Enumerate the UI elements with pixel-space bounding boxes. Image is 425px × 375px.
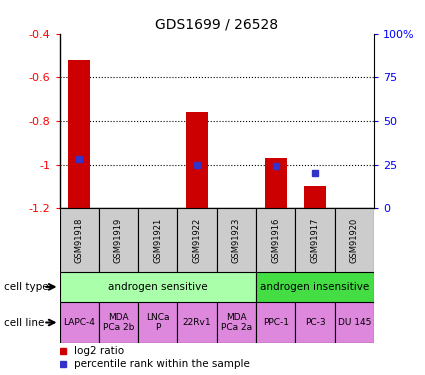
FancyBboxPatch shape: [335, 302, 374, 343]
Text: GSM91918: GSM91918: [75, 217, 84, 262]
Bar: [304, 186, 326, 208]
FancyBboxPatch shape: [217, 302, 256, 343]
Text: percentile rank within the sample: percentile rank within the sample: [74, 359, 249, 369]
Text: MDA
PCa 2b: MDA PCa 2b: [103, 313, 134, 332]
Text: DU 145: DU 145: [337, 318, 371, 327]
Text: androgen insensitive: androgen insensitive: [261, 282, 370, 292]
FancyBboxPatch shape: [99, 302, 138, 343]
Text: LNCa
P: LNCa P: [146, 313, 170, 332]
FancyBboxPatch shape: [256, 208, 295, 272]
Text: PC-3: PC-3: [305, 318, 326, 327]
Title: GDS1699 / 26528: GDS1699 / 26528: [155, 17, 278, 31]
FancyBboxPatch shape: [60, 208, 99, 272]
FancyBboxPatch shape: [335, 208, 374, 272]
Text: GSM91923: GSM91923: [232, 217, 241, 262]
FancyBboxPatch shape: [256, 272, 374, 302]
Text: 22Rv1: 22Rv1: [183, 318, 211, 327]
Bar: [68, 60, 90, 208]
Text: cell type: cell type: [4, 282, 49, 292]
FancyBboxPatch shape: [295, 302, 335, 343]
FancyBboxPatch shape: [138, 302, 178, 343]
Text: GSM91919: GSM91919: [114, 217, 123, 262]
FancyBboxPatch shape: [60, 302, 99, 343]
Text: log2 ratio: log2 ratio: [74, 346, 124, 356]
Text: PPC-1: PPC-1: [263, 318, 289, 327]
Text: androgen sensitive: androgen sensitive: [108, 282, 207, 292]
FancyBboxPatch shape: [178, 302, 217, 343]
FancyBboxPatch shape: [60, 272, 256, 302]
Text: GSM91922: GSM91922: [193, 217, 201, 262]
Text: cell line: cell line: [4, 318, 45, 327]
Text: GSM91917: GSM91917: [311, 217, 320, 262]
FancyBboxPatch shape: [138, 208, 178, 272]
FancyBboxPatch shape: [99, 208, 138, 272]
FancyBboxPatch shape: [217, 208, 256, 272]
Bar: [265, 158, 286, 208]
Text: GSM91920: GSM91920: [350, 217, 359, 262]
Text: GSM91921: GSM91921: [153, 217, 162, 262]
Text: GSM91916: GSM91916: [271, 217, 280, 262]
FancyBboxPatch shape: [256, 302, 295, 343]
Text: MDA
PCa 2a: MDA PCa 2a: [221, 313, 252, 332]
Bar: [186, 112, 208, 208]
FancyBboxPatch shape: [295, 208, 335, 272]
Text: LAPC-4: LAPC-4: [63, 318, 95, 327]
FancyBboxPatch shape: [178, 208, 217, 272]
